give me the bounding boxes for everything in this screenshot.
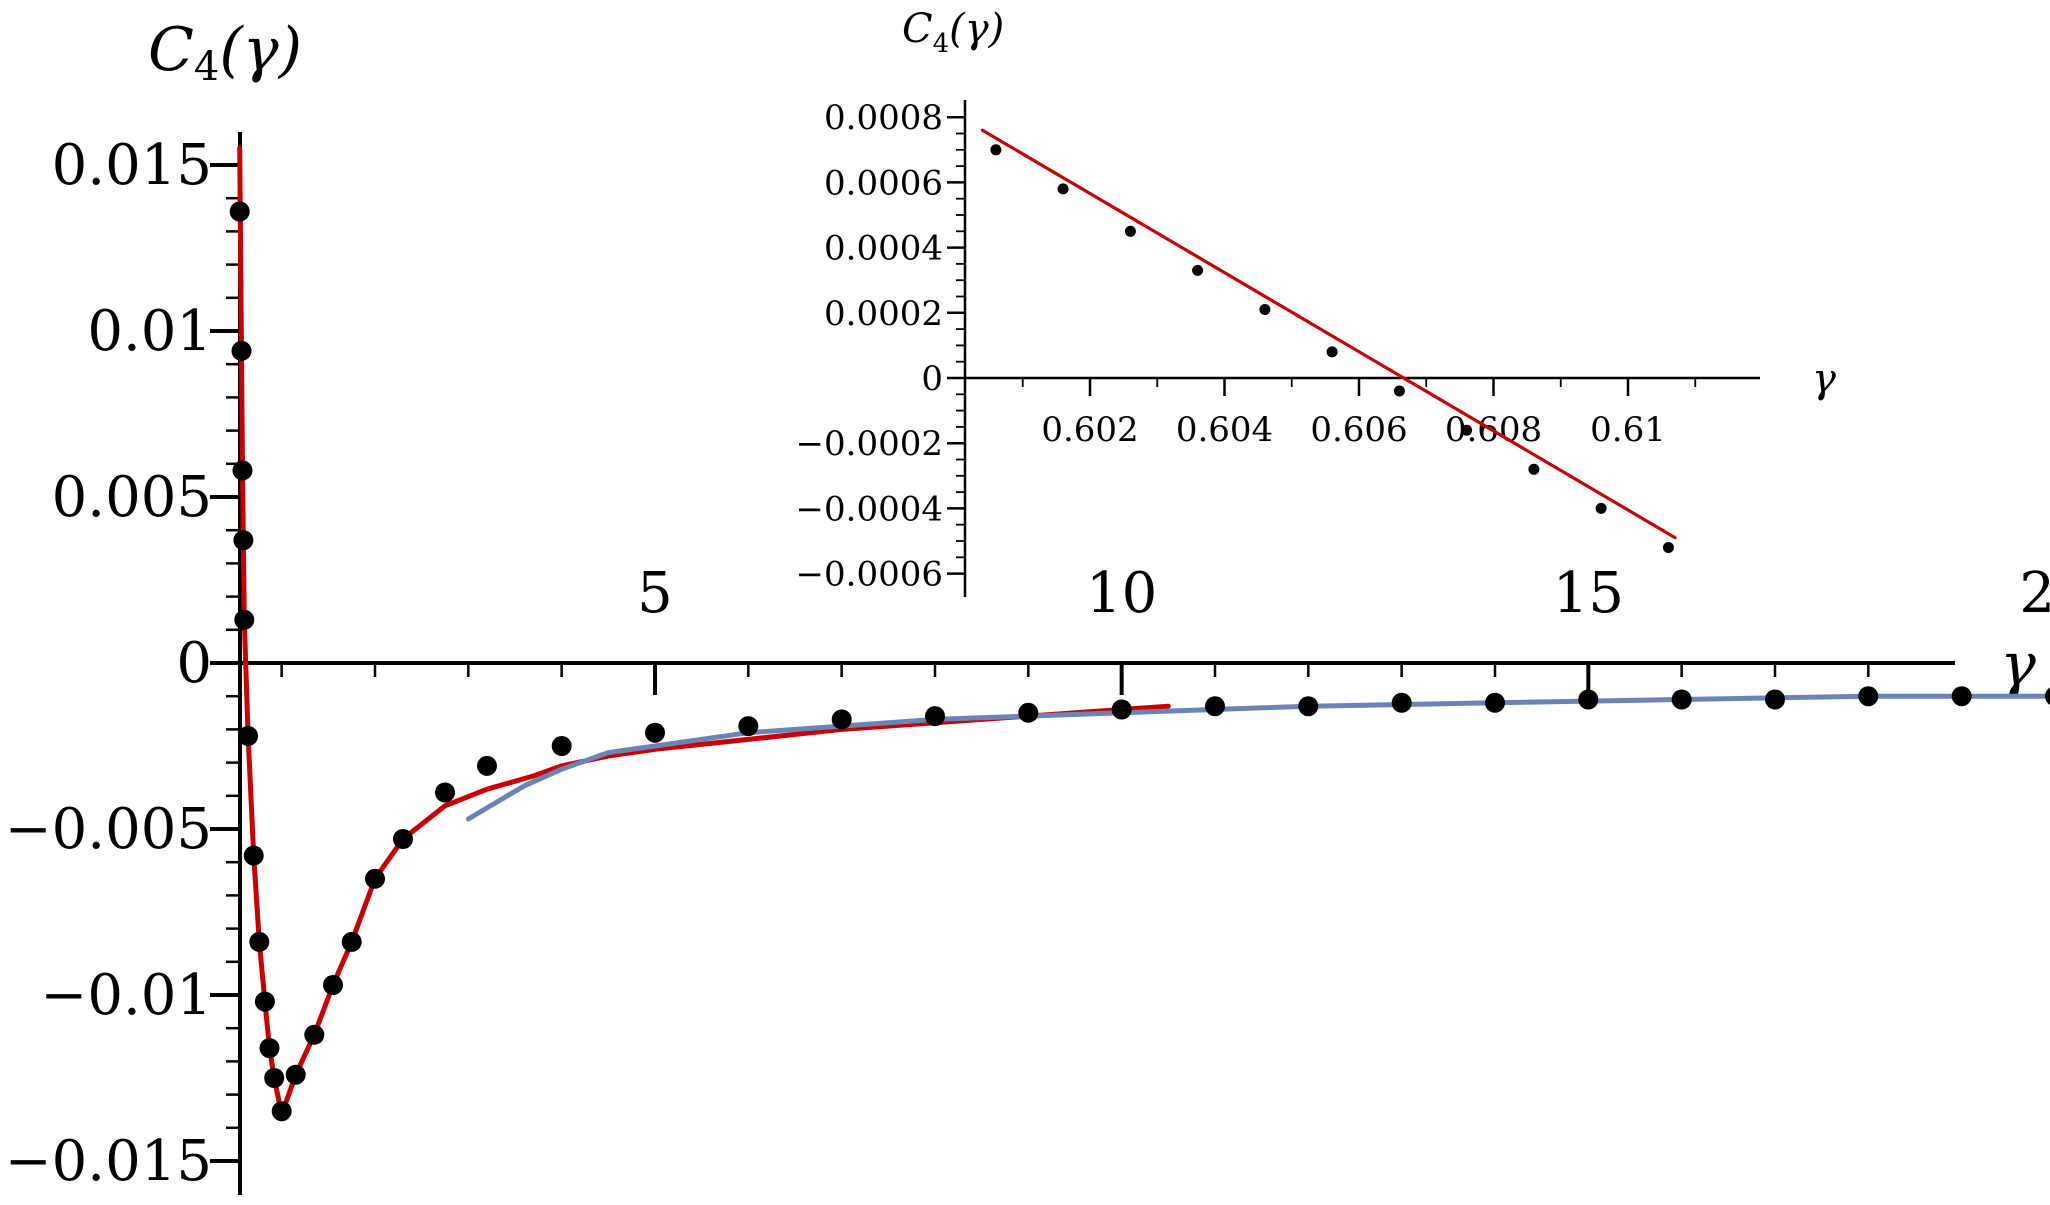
data-point: [831, 709, 852, 730]
y-label-base: C: [902, 6, 933, 52]
inset-x-tick-label: 0.61: [1590, 410, 1666, 450]
data-point: [249, 931, 270, 952]
x-axis-label: γ: [2000, 630, 2036, 700]
data-point: [1951, 686, 1972, 707]
inset-data-point: [1461, 424, 1473, 436]
data-point: [323, 975, 343, 995]
data-point: [477, 755, 497, 776]
inset-y-tick-label: −0.0002: [796, 424, 943, 464]
data-point: [1485, 692, 1505, 713]
data-point: [243, 845, 264, 866]
inset-x-axis-label: γ: [1812, 356, 1836, 402]
data-point: [2045, 687, 2050, 705]
data-point: [1578, 689, 1599, 710]
inset-data-point: [1662, 542, 1674, 553]
y-label-argument: (γ): [949, 6, 1004, 52]
data-point: [1298, 696, 1319, 717]
x-tick-label: 15: [1553, 561, 1624, 626]
y-axis-label: C4(γ): [902, 6, 1004, 59]
y-tick-label: −0.015: [5, 1129, 212, 1194]
y-tick-label: −0.005: [5, 797, 212, 862]
inset-x-tick-label: 0.606: [1310, 410, 1407, 450]
y-tick-label: 0: [176, 631, 212, 696]
x-tick-label: 20: [2019, 561, 2050, 626]
data-point: [1018, 702, 1039, 723]
data-point: [365, 868, 385, 889]
data-point: [304, 1024, 325, 1045]
x-tick-label: 10: [1086, 561, 1157, 626]
data-point: [1391, 692, 1412, 713]
inset-data-point: [1595, 502, 1607, 514]
data-point: [238, 726, 259, 746]
inset-y-tick-label: 0: [921, 359, 943, 399]
inset-series-line-fit: [980, 128, 1677, 540]
y-tick-label: −0.01: [40, 963, 212, 1028]
data-point: [738, 716, 759, 737]
data-point: [271, 1101, 292, 1122]
data-point: [232, 460, 253, 481]
y-label-base: C: [148, 15, 194, 85]
y-label-argument: (γ): [219, 15, 302, 85]
inset-y-tick-label: −0.0006: [796, 555, 943, 595]
y-tick-label: 0.005: [52, 465, 212, 530]
y-tick-label: 0.01: [87, 299, 212, 364]
data-point: [1111, 699, 1132, 720]
data-point: [231, 340, 252, 361]
inset-y-tick-label: 0.0002: [824, 294, 943, 334]
y-label-subscript: 4: [933, 29, 950, 59]
data-point: [259, 1038, 280, 1059]
inset-data-point: [1528, 463, 1540, 475]
y-label-subscript: 4: [194, 44, 219, 90]
main-plot: −0.015 −0.01 −0.005 0 0.005 0.01 0.015 5 10 15 20 C…: [5, 15, 2050, 1195]
inset-y-tick-label: 0.0006: [824, 163, 943, 203]
inset-data-point: [1259, 304, 1271, 315]
inset-plot: −0.0006 −0.0004 −0.0002 0 0.0002 0.0004 0.0006…: [796, 6, 1836, 597]
inset-x-tick-label: 0.602: [1041, 410, 1138, 450]
y-tick-label: 0.015: [52, 133, 212, 198]
data-point: [233, 530, 254, 551]
data-point: [285, 1064, 306, 1085]
data-point: [435, 782, 455, 803]
y-axis-label: C4(γ): [148, 15, 302, 90]
data-point: [229, 201, 250, 222]
data-point: [234, 609, 255, 630]
inset-y-tick-label: −0.0004: [796, 489, 943, 529]
data-point: [925, 706, 945, 727]
inset-data-point: [1326, 346, 1338, 358]
data-point: [254, 991, 275, 1012]
data-point: [551, 736, 572, 756]
data-point: [264, 1068, 285, 1088]
series-line-fit_large: [465, 693, 2050, 822]
inset-data-point: [1057, 183, 1069, 195]
data-point: [1205, 696, 1225, 717]
data-point: [1765, 689, 1785, 710]
x-tick-label: 5: [637, 561, 673, 626]
inset-data-point: [1124, 225, 1136, 237]
data-point: [1671, 689, 1692, 710]
data-point: [341, 931, 362, 952]
inset-data-point: [1192, 264, 1204, 276]
inset-data-point: [990, 144, 1002, 156]
series-line-fit_small: [237, 145, 1171, 1117]
data-point: [393, 829, 413, 849]
inset-y-tick-label: 0.0004: [824, 229, 943, 269]
inset-y-tick-label: 0.0008: [824, 98, 943, 138]
data-point: [1858, 686, 1879, 707]
inset-data-point: [1393, 385, 1405, 397]
data-point: [645, 722, 665, 743]
inset-x-tick-label: 0.604: [1176, 410, 1273, 450]
